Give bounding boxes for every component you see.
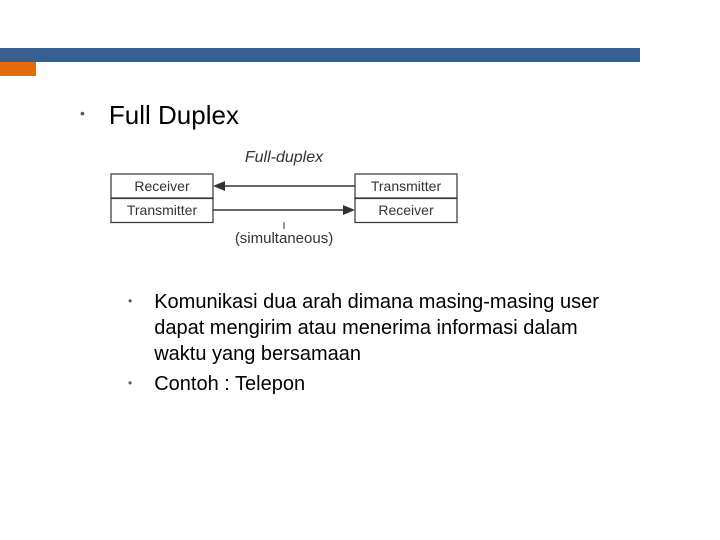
- full-duplex-diagram: Full-duplex Receiver Transmitter Transmi…: [110, 149, 640, 261]
- label-left-top: Receiver: [134, 178, 190, 194]
- sub-bullet-row: • Contoh : Telepon: [128, 371, 640, 397]
- bullet-icon: •: [128, 377, 132, 389]
- arrow-top-head: [213, 181, 225, 191]
- diagram-svg: Receiver Transmitter Transmitter Receive…: [110, 173, 470, 261]
- label-right-bottom: Receiver: [378, 202, 434, 218]
- arrow-bottom-head: [343, 205, 355, 215]
- sub-bullet-text: Komunikasi dua arah dimana masing-masing…: [154, 289, 614, 367]
- main-bullet-title: Full Duplex: [109, 100, 239, 131]
- main-bullet-row: • Full Duplex: [80, 100, 640, 131]
- sub-bullet-row: • Komunikasi dua arah dimana masing-masi…: [128, 289, 640, 367]
- bullet-icon: •: [80, 106, 85, 120]
- sub-bullet-text: Contoh : Telepon: [154, 371, 305, 397]
- slide-content: • Full Duplex Full-duplex Receiver Trans…: [80, 100, 640, 401]
- bullet-icon: •: [128, 295, 132, 307]
- sub-bullets: • Komunikasi dua arah dimana masing-masi…: [128, 289, 640, 397]
- label-left-bottom: Transmitter: [127, 202, 198, 218]
- diagram-title: Full-duplex: [110, 149, 458, 167]
- label-right-top: Transmitter: [371, 178, 442, 194]
- diagram-caption: (simultaneous): [235, 230, 333, 247]
- header-bar: [0, 48, 640, 62]
